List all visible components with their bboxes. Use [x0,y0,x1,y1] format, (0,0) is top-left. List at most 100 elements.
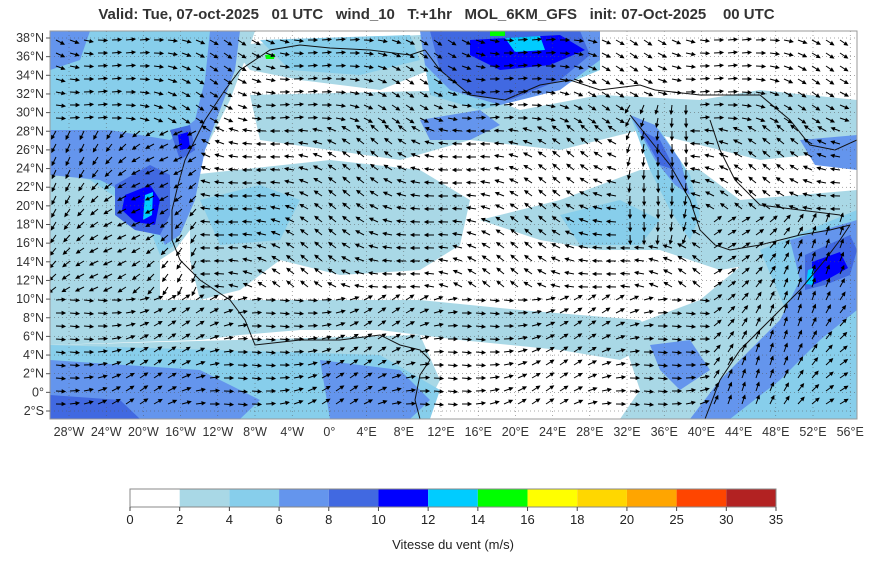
wind-arrow [591,271,603,277]
wind-arrow [447,39,457,46]
wind-arrow [755,241,764,249]
wind-arrow [593,165,603,171]
wind-arrow [103,195,113,202]
wind-arrow [671,324,683,329]
wind-arrow [689,154,701,159]
wind-arrow [307,310,319,316]
wind-arrow [368,231,379,236]
wind-arrow [214,139,225,145]
wind-arrow [587,387,598,392]
wind-arrow [672,388,683,394]
wind-arrow [559,104,570,109]
wind-arrow [299,228,309,236]
wind-arrow [270,230,281,236]
wind-arrow [181,360,192,366]
wind-arrow [685,298,697,303]
wind-arrow [265,324,277,329]
wind-arrow [839,225,844,236]
wind-arrow [748,163,757,171]
wind-arrow [552,163,561,171]
wind-arrow [615,375,627,380]
wind-arrow [619,245,631,251]
wind-arrow [494,191,505,197]
wind-arrow [789,178,799,184]
wind-arrow [741,37,753,42]
wind-arrow [265,337,277,342]
wind-arrow [321,322,332,328]
wind-arrow [200,192,211,197]
wind-arrow [437,140,449,146]
wind-arrow [775,204,785,210]
wind-arrow [307,323,319,328]
wind-arrow [769,381,775,392]
wind-arrow [839,117,850,122]
wind-arrow [615,294,625,301]
wind-arrow [699,362,711,367]
wind-arrow [641,208,647,220]
wind-arrow [195,334,206,340]
wind-arrow [153,398,163,405]
wind-arrow [209,294,219,301]
wind-arrow [251,297,263,302]
wind-arrow [189,208,197,217]
wind-arrow [825,238,830,249]
wind-arrow [307,115,319,120]
wind-arrow [615,321,626,327]
wind-arrow [531,398,541,405]
wind-arrow [83,311,95,316]
wind-arrow [369,163,379,171]
wind-arrow [559,385,569,392]
wind-arrow [237,389,249,394]
wind-arrow [349,104,360,109]
wind-arrow [83,51,95,56]
wind-arrow [241,127,253,133]
wind-arrow [65,182,71,192]
wind-arrow [592,178,603,184]
wind-arrow [587,307,597,314]
colorbar-segment [378,489,429,507]
wind-arrow [466,256,477,262]
wind-arrow [461,376,473,381]
wind-arrow [531,309,542,315]
wind-arrow [181,78,192,84]
wind-arrow [391,78,401,85]
wind-arrow [467,268,477,275]
wind-arrow [629,389,641,394]
wind-arrow [839,91,850,97]
wind-arrow [381,271,393,277]
wind-arrow [508,140,519,145]
wind-arrow [657,78,668,83]
wind-vectors [50,37,850,407]
wind-arrow [125,360,136,366]
wind-arrow [803,125,813,132]
wind-arrow [423,283,435,289]
wind-arrow [503,115,515,120]
wind-arrow [559,320,569,327]
wind-arrow [297,128,309,133]
wind-arrow [327,164,337,171]
wind-arrow [545,37,557,42]
wind-arrow [811,303,817,314]
wind-arrow [657,39,667,46]
wind-arrow [825,251,830,262]
wind-arrow [475,337,487,342]
wind-arrow [312,165,323,171]
wind-arrow [255,128,267,133]
wind-arrow [587,400,598,405]
wind-arrow [300,254,309,262]
wind-arrow [209,52,219,59]
wind-arrow [50,234,57,244]
wind-arrow [825,317,832,327]
wind-arrow [546,63,557,69]
wind-arrow [699,102,711,107]
wind-arrow [228,283,239,288]
lat-label: 38°N [16,31,44,45]
wind-arrow [755,228,765,236]
wind-arrow [409,284,421,289]
wind-arrow [377,91,388,97]
wind-arrow [419,78,429,85]
wind-arrow [167,346,177,353]
wind-arrow [97,374,108,379]
wind-arrow [377,78,388,84]
wind-arrow [475,102,487,108]
